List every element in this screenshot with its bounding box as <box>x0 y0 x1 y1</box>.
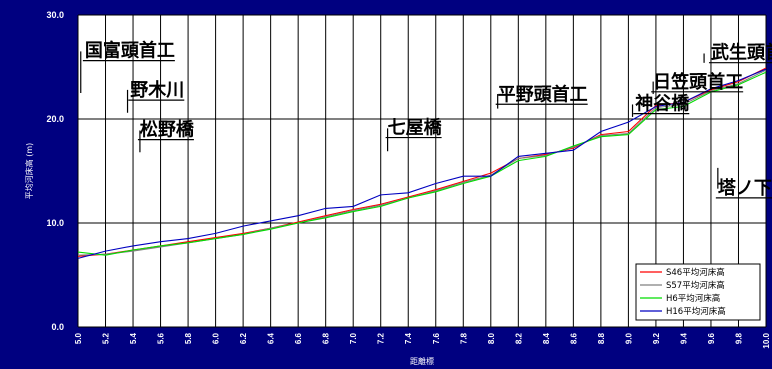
x-tick-label: 9.0 <box>624 332 633 344</box>
annotation-label: 平野頭首工 <box>498 83 588 105</box>
x-tick-label: 5.6 <box>157 332 166 344</box>
x-tick-label: 7.4 <box>404 332 413 344</box>
annotation-label: 塔ノ下床固工 <box>718 177 772 199</box>
x-tick-label: 5.8 <box>184 332 193 344</box>
legend-label: S57平均河床高 <box>666 280 725 291</box>
x-tick-label: 9.4 <box>679 332 688 344</box>
x-tick-label: 8.8 <box>597 332 606 344</box>
annotation-label: 松野橋 <box>140 119 195 141</box>
y-tick-label: 10.0 <box>46 218 64 228</box>
x-tick-label: 6.2 <box>239 332 248 344</box>
x-tick-label: 7.8 <box>459 332 468 344</box>
y-tick-label: 30.0 <box>46 10 64 20</box>
annotation-label: 武生頭首工 <box>711 42 772 64</box>
x-tick-label: 6.6 <box>294 332 303 344</box>
series-line <box>77 68 767 259</box>
y-axis-label: 平均河床高 (m) <box>24 143 34 200</box>
annotation-label: 国富頭首工 <box>85 40 175 62</box>
x-tick-label: 8.4 <box>542 332 551 344</box>
legend: S46平均河床高 S57平均河床高 H6平均河床高 H16平均河床高 <box>635 263 761 321</box>
x-tick-label: 7.2 <box>377 332 386 344</box>
x-tick-label: 9.2 <box>652 332 661 344</box>
series-line <box>77 67 767 257</box>
series-lines <box>77 67 767 259</box>
x-tick-label: 8.2 <box>514 332 523 344</box>
annotation-label: 日笠頭首工 <box>653 71 743 93</box>
legend-label: H16平均河床高 <box>666 306 726 317</box>
x-tick-label: 6.0 <box>212 332 221 344</box>
x-tick-label: 7.6 <box>432 332 441 344</box>
x-tick-label: 8.6 <box>569 332 578 344</box>
legend-label: S46平均河床高 <box>666 267 725 278</box>
legend-label: H6平均河床高 <box>666 293 720 304</box>
annotation-label: 野木川 <box>130 79 184 101</box>
x-tick-label: 7.0 <box>349 332 358 344</box>
x-tick-label: 5.2 <box>102 332 111 344</box>
x-tick-label: 5.4 <box>129 332 138 344</box>
x-axis-label: 距離標 <box>410 356 434 366</box>
x-tick-label: 9.6 <box>707 332 716 344</box>
y-tick-label: 20.0 <box>46 114 64 124</box>
x-tick-label: 6.4 <box>267 332 276 344</box>
x-tick-label: 8.0 <box>487 332 496 344</box>
annotation-label: 七屋橋 <box>388 117 443 139</box>
x-tick-label: 9.8 <box>734 332 743 344</box>
x-tick-label: 6.8 <box>322 332 331 344</box>
y-axis-ticks: 0.0 10.0 20.0 30.0 <box>46 10 64 332</box>
x-tick-label: 10.0 <box>762 332 771 348</box>
x-axis-ticks: 5.0 5.2 5.4 5.6 5.8 6.0 6.2 6.4 6.6 6.8 7.0 7.2 7.4 7… <box>74 332 771 348</box>
annotation-label: 神谷橋 <box>635 93 690 115</box>
y-tick-label: 0.0 <box>51 322 64 332</box>
x-tick-label: 5.0 <box>74 332 83 344</box>
gridlines <box>77 14 767 328</box>
